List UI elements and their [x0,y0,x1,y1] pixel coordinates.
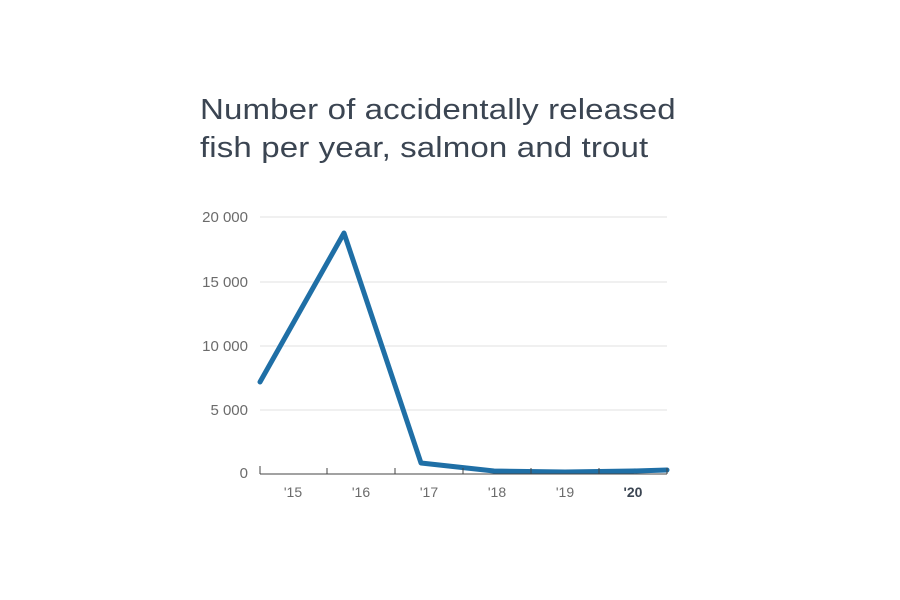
svg-text:5 000: 5 000 [210,402,248,419]
svg-text:10 000: 10 000 [202,338,248,355]
svg-text:20 000: 20 000 [202,209,248,226]
svg-text:'16: '16 [352,484,370,500]
svg-text:15 000: 15 000 [202,274,248,291]
svg-text:'18: '18 [488,484,506,500]
svg-text:0: 0 [240,465,248,482]
svg-text:'15: '15 [284,484,302,500]
svg-text:'20: '20 [624,484,643,500]
svg-text:'19: '19 [556,484,574,500]
svg-text:'17: '17 [420,484,438,500]
